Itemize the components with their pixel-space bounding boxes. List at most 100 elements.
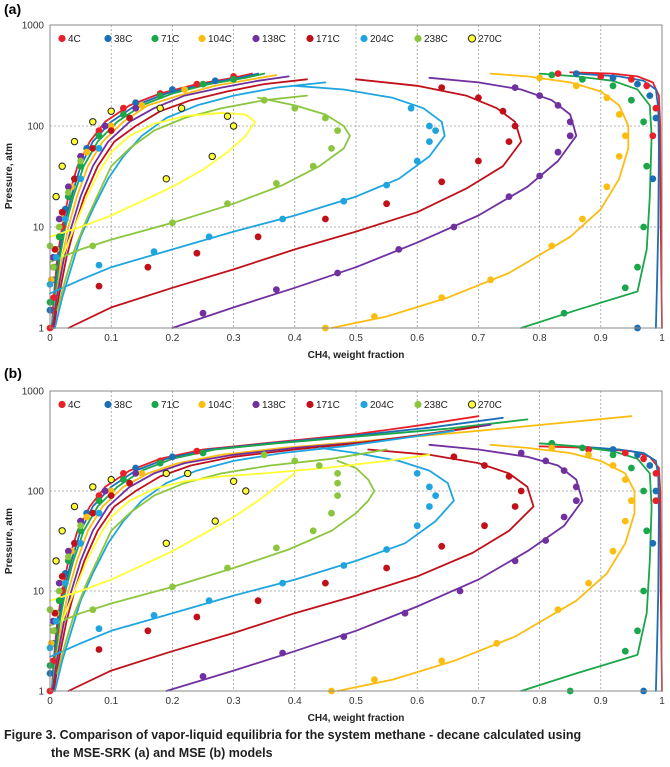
data-point-138C [517, 449, 525, 457]
legend-item-71C: 71C [151, 34, 179, 45]
data-point-238C [65, 553, 72, 561]
data-point-238C [309, 162, 317, 170]
data-point-4C [585, 446, 592, 453]
legend-marker-270C [467, 400, 477, 409]
data-point-171C [499, 107, 507, 115]
chart-a-y-tick-label: 1000 [22, 21, 45, 32]
series-curve-204C [54, 81, 327, 329]
data-point-171C [89, 145, 97, 152]
legend-label-104C: 104C [208, 34, 232, 45]
data-point-4C [554, 70, 562, 77]
data-point-138C [536, 92, 543, 99]
legend-item-204C: 204C [360, 400, 394, 411]
data-point-171C [505, 473, 513, 480]
chart-a-data-points [46, 70, 660, 332]
data-point-4C [193, 447, 201, 455]
data-point-138C [536, 172, 543, 180]
data-point-138C [273, 286, 280, 293]
data-point-238C [328, 509, 335, 517]
data-point-4C [621, 449, 629, 457]
legend-label-104C: 104C [208, 400, 232, 411]
chart-panel-a: (a) 0 0.1 0.2 0.3 0.4 0.5 0.6 0.7 0.8 0.9 1 1 10 100 1… [4, 1, 665, 361]
chart-a-y-tick-label: 1 [38, 324, 44, 335]
data-point-171C [511, 122, 519, 130]
chart-panel-b: (b) 0 0.1 0.2 0.3 0.4 0.5 0.6 0.7 0.8 0.9 1 1 10 100 1… [4, 365, 665, 724]
data-point-104C [138, 102, 146, 109]
legend-item-38C: 38C [104, 34, 132, 45]
data-point-104C [579, 215, 586, 223]
data-point-71C [640, 587, 647, 595]
data-point-138C [572, 483, 580, 491]
legend-marker-204C [360, 34, 368, 43]
series-curve-171C [67, 448, 535, 692]
legend-marker-71C [151, 34, 159, 43]
data-point-71C [609, 451, 617, 459]
data-point-138C [65, 547, 72, 555]
series-curve-71C [50, 418, 529, 692]
data-point-104C [609, 547, 617, 555]
legend-marker-4C [58, 400, 66, 409]
data-point-38C [132, 464, 140, 472]
data-point-171C [95, 282, 103, 290]
data-point-38C [649, 175, 657, 183]
data-point-270C [52, 192, 60, 201]
data-point-71C [628, 96, 635, 104]
data-point-238C [309, 527, 317, 535]
chart-b-x-tick-label: 0.3 [227, 696, 241, 707]
data-point-270C [58, 527, 66, 535]
chart-a-x-axis-title: CH4, weight fraction [308, 350, 405, 361]
legend-marker-38C [104, 400, 112, 409]
data-point-270C [107, 475, 115, 484]
chart-b-x-tick-label: 0.1 [104, 696, 118, 707]
chart-a-y-tick-label: 100 [27, 122, 44, 133]
data-point-138C [542, 457, 550, 465]
data-point-104C [615, 111, 623, 118]
figure-caption: Figure 3. Comparison of vapor-liquid equ… [4, 726, 666, 762]
data-point-104C [585, 451, 592, 459]
chart-b-plot-frame [49, 390, 663, 692]
data-point-138C [511, 84, 519, 91]
legend-label-138C: 138C [262, 400, 286, 411]
data-point-171C [71, 175, 78, 183]
data-point-238C [89, 242, 97, 250]
legend-marker-171C [306, 400, 314, 409]
data-point-238C [315, 462, 323, 469]
data-point-104C [371, 676, 378, 683]
chart-b-x-tick-label: 0.2 [165, 696, 179, 707]
data-point-104C [548, 242, 556, 250]
data-point-4C [643, 82, 651, 90]
chart-b-data-points [46, 439, 660, 695]
legend-marker-238C [414, 34, 422, 43]
data-point-204C [205, 233, 213, 241]
data-point-71C [579, 75, 586, 83]
data-point-238C [291, 104, 299, 112]
data-point-4C [652, 104, 660, 112]
data-point-71C [95, 132, 103, 140]
data-point-71C [640, 118, 647, 126]
data-point-38C [211, 77, 219, 85]
data-point-171C [438, 178, 446, 186]
data-point-104C [621, 132, 629, 140]
data-point-138C [560, 467, 568, 474]
data-point-204C [413, 522, 421, 530]
data-point-4C [95, 492, 103, 499]
data-point-238C [55, 587, 63, 595]
data-point-104C [536, 74, 543, 82]
legend-label-71C: 71C [161, 400, 179, 411]
chart-b-x-tick-label: 0.8 [533, 696, 547, 707]
data-point-238C [334, 127, 341, 134]
chart-a-y-tick-label: 10 [33, 223, 45, 234]
legend-item-104C: 104C [198, 34, 232, 45]
legend-item-71C: 71C [151, 400, 179, 411]
data-point-71C [55, 233, 63, 241]
data-point-204C [150, 612, 158, 619]
series-curve-104C [336, 443, 636, 692]
figure-caption-line-1: Figure 3. Comparison of vapor-liquid equ… [4, 728, 582, 742]
legend-item-171C: 171C [306, 400, 340, 411]
data-point-171C [450, 453, 458, 461]
legend-item-138C: 138C [252, 34, 286, 45]
series-curve-270C [49, 113, 256, 238]
data-point-4C [597, 73, 605, 80]
chart-b-axes [49, 390, 663, 692]
legend-item-238C: 238C [414, 34, 448, 45]
